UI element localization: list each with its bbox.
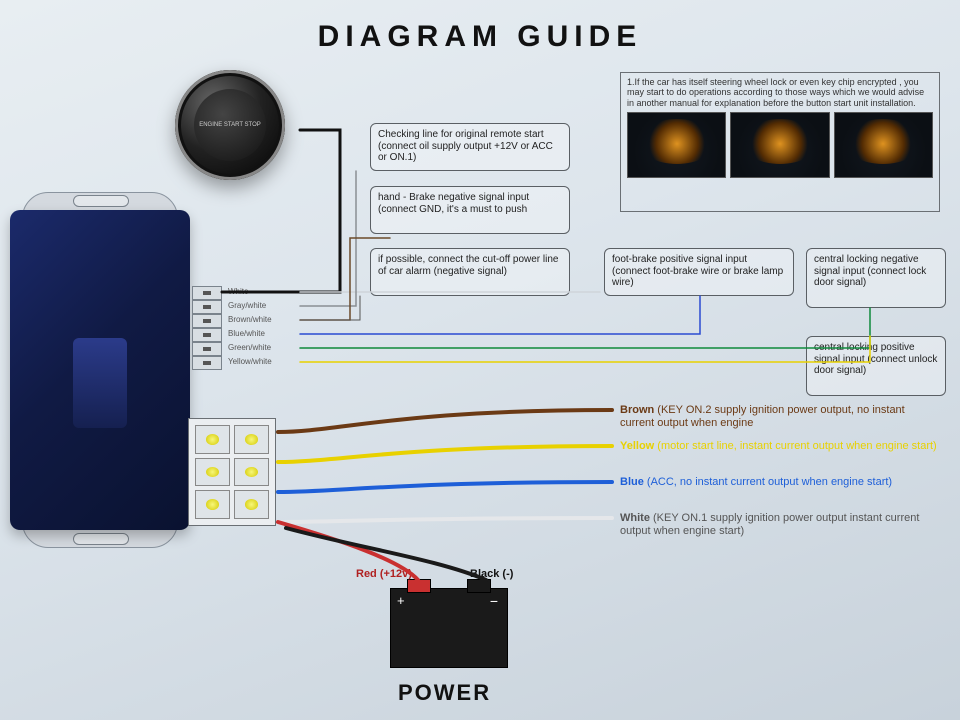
wire-label-blue: Blue (ACC, no instant current output whe… xyxy=(620,476,940,489)
callout-checking-line: Checking line for original remote start … xyxy=(370,123,570,171)
control-unit xyxy=(10,210,190,530)
battery-icon: + − xyxy=(390,588,508,668)
note-panel: 1.If the car has itself steering wheel l… xyxy=(620,72,940,212)
wire-label-yellow: Yellow (motor start line, instant curren… xyxy=(620,440,940,453)
callout-cutoff: if possible, connect the cut-off power l… xyxy=(370,248,570,296)
battery-red-label: Red (+12v) xyxy=(356,568,412,580)
callout-lock-negative: central locking negative signal input (c… xyxy=(806,248,946,308)
dashboard-thumb xyxy=(627,112,726,178)
note-text: 1.If the car has itself steering wheel l… xyxy=(627,77,933,108)
pin-label: Gray/white xyxy=(228,301,266,310)
engine-start-button-label: ENGINE START STOP xyxy=(194,89,266,161)
signal-connector: White Gray/white Brown/white Blue/white … xyxy=(192,286,222,370)
pin-label: Green/white xyxy=(228,343,271,352)
battery-black-label: Black (-) xyxy=(470,568,513,580)
page-title: DIAGRAM GUIDE xyxy=(0,20,960,54)
pin-label: Yellow/white xyxy=(228,357,272,366)
battery-plus: + xyxy=(397,593,405,608)
unit-screen xyxy=(73,338,127,428)
wire-label-brown: Brown (KEY ON.2 supply ignition power ou… xyxy=(620,404,940,429)
callout-footbrake: foot-brake positive signal input (connec… xyxy=(604,248,794,296)
wire-label-white: White (KEY ON.1 supply ignition power ou… xyxy=(620,512,940,537)
engine-start-button[interactable]: ENGINE START STOP xyxy=(175,70,285,180)
pin-label: White xyxy=(228,287,248,296)
battery-minus: − xyxy=(490,593,498,609)
callout-lock-positive: central locking positive signal input (c… xyxy=(806,336,946,396)
dashboard-thumb xyxy=(834,112,933,178)
pin-label: Brown/white xyxy=(228,315,272,324)
power-label: POWER xyxy=(398,680,491,706)
pin-label: Blue/white xyxy=(228,329,265,338)
dashboard-thumb xyxy=(730,112,829,178)
power-connector xyxy=(188,418,276,526)
callout-handbrake: hand - Brake negative signal input (conn… xyxy=(370,186,570,234)
